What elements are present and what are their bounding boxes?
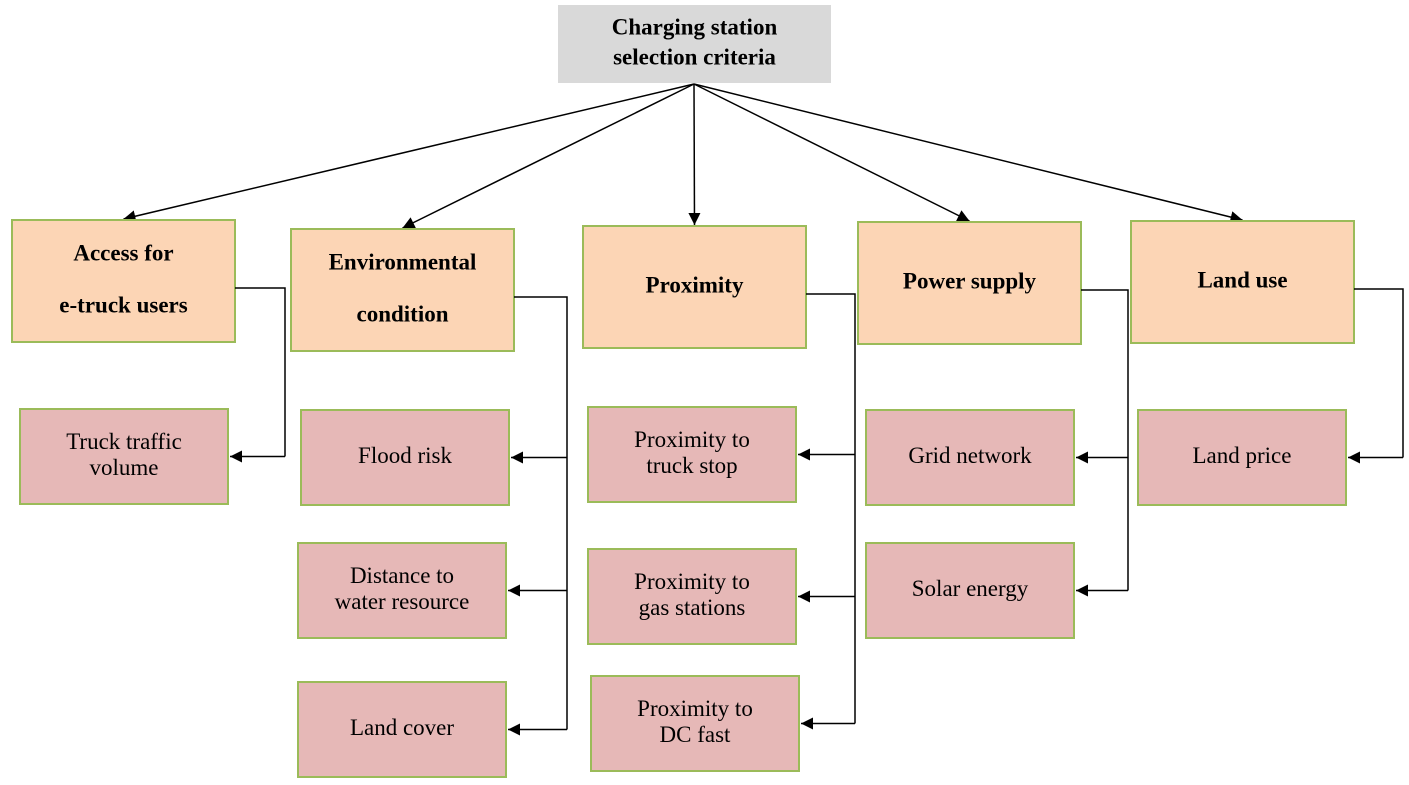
sub-criterion-box bbox=[297, 542, 507, 639]
sub-criterion-box bbox=[587, 548, 797, 645]
connector bbox=[806, 293, 856, 724]
sub-criterion-box-label: DC fast bbox=[660, 722, 732, 747]
sub-criterion-box-label: Solar energy bbox=[912, 576, 1029, 601]
connector bbox=[1354, 288, 1404, 458]
criterion-box bbox=[582, 225, 807, 349]
sub-criterion-box bbox=[587, 406, 797, 503]
sub-criterion-box-label: Truck traffic bbox=[66, 429, 182, 454]
sub-criterion-box-label: gas stations bbox=[639, 595, 746, 620]
sub-criterion-box bbox=[1137, 409, 1347, 506]
criterion-box-label: Environmental bbox=[329, 249, 477, 274]
sub-criterion-box bbox=[590, 675, 800, 772]
sub-criterion-box bbox=[865, 409, 1075, 506]
sub-criterion-box-label: Flood risk bbox=[358, 443, 452, 468]
root-box-label: Charging station bbox=[612, 14, 778, 39]
connector bbox=[514, 296, 568, 730]
sub-criterion-box-label: Proximity to bbox=[634, 427, 750, 452]
arrow bbox=[402, 83, 695, 229]
arrow bbox=[123, 83, 695, 223]
root-box-label: selection criteria bbox=[613, 44, 776, 69]
criterion-box bbox=[857, 221, 1082, 345]
criterion-box-label: condition bbox=[356, 301, 448, 326]
criterion-box-label: e-truck users bbox=[59, 292, 187, 317]
criterion-box-label: Power supply bbox=[903, 268, 1037, 293]
sub-criterion-box-label: truck stop bbox=[646, 453, 737, 478]
sub-criterion-box-label: water resource bbox=[335, 589, 470, 614]
arrow bbox=[693, 83, 1243, 223]
sub-criterion-box-label: Land cover bbox=[350, 715, 454, 740]
root-box bbox=[558, 5, 831, 83]
arrow bbox=[688, 83, 701, 226]
criterion-box-label: Land use bbox=[1197, 267, 1287, 292]
sub-criterion-box-label: Land price bbox=[1193, 443, 1292, 468]
criterion-box bbox=[1130, 220, 1355, 344]
sub-criterion-box bbox=[865, 542, 1075, 639]
connector bbox=[235, 287, 286, 457]
sub-criterion-box bbox=[300, 409, 510, 506]
arrow bbox=[693, 83, 970, 222]
criterion-box bbox=[11, 219, 236, 343]
sub-criterion-box bbox=[297, 681, 507, 778]
sub-criterion-box-label: Grid network bbox=[908, 443, 1032, 468]
sub-criterion-box-label: Distance to bbox=[350, 563, 454, 588]
criterion-box-label: Proximity bbox=[646, 272, 744, 297]
criterion-box-label: Access for bbox=[73, 240, 173, 265]
sub-criterion-box-label: Proximity to bbox=[637, 696, 753, 721]
connector bbox=[1081, 289, 1129, 591]
criterion-box bbox=[290, 228, 515, 352]
sub-criterion-box-label: volume bbox=[90, 455, 159, 480]
sub-criterion-box-label: Proximity to bbox=[634, 569, 750, 594]
sub-criterion-box bbox=[19, 408, 229, 505]
